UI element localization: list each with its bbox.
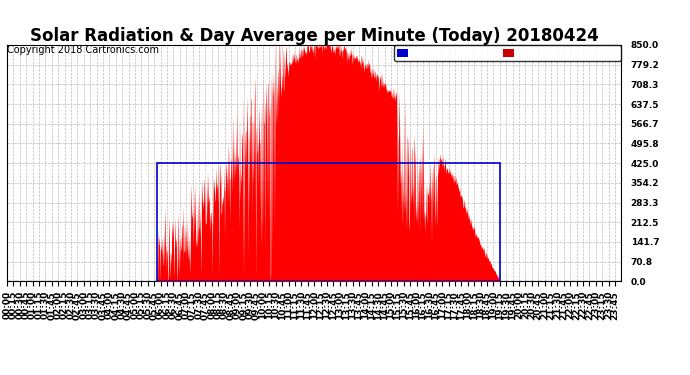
Bar — [157, 163, 500, 281]
Title: Solar Radiation & Day Average per Minute (Today) 20180424: Solar Radiation & Day Average per Minute… — [30, 27, 598, 45]
Legend: Median (W/m2), Radiation (W/m2): Median (W/m2), Radiation (W/m2) — [393, 45, 621, 61]
Text: Copyright 2018 Cartronics.com: Copyright 2018 Cartronics.com — [7, 45, 159, 55]
